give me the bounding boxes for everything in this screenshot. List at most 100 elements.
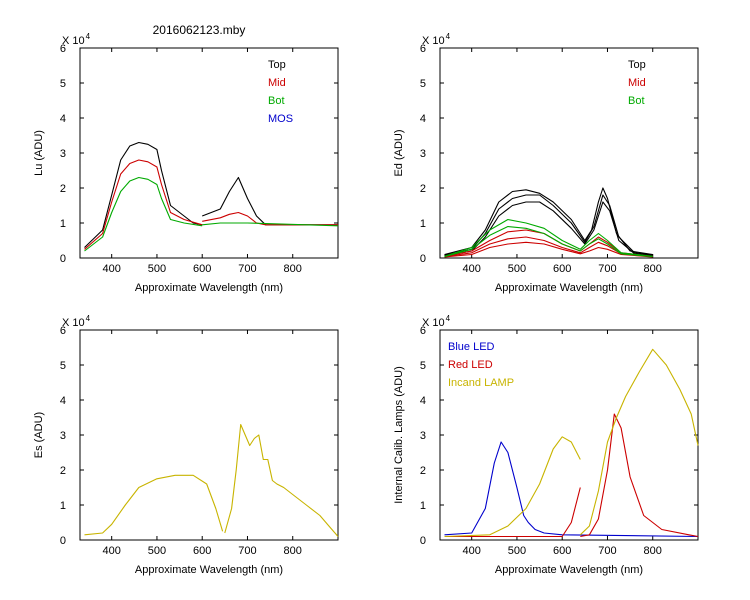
series-line-top <box>202 176 338 226</box>
scale-label: X 104 <box>422 32 451 47</box>
legend-entry: Bot <box>628 95 645 107</box>
series-line-es <box>224 423 339 537</box>
y-tick-label: 1 <box>60 218 66 230</box>
x-tick-label: 600 <box>553 545 571 557</box>
x-tick-label: 800 <box>644 263 662 275</box>
y-tick-label: 3 <box>60 148 66 160</box>
series-line-mid <box>202 211 338 226</box>
y-tick-label: 0 <box>60 253 66 265</box>
y-axis-label: Internal Calib. Lamps (ADU) <box>393 366 405 504</box>
scale-base: X 10 <box>422 317 445 329</box>
y-tick-label: 0 <box>420 253 426 265</box>
y-tick-label: 2 <box>60 465 66 477</box>
x-tick-label: 600 <box>193 545 211 557</box>
series-line-bot <box>444 225 653 258</box>
x-tick-label: 400 <box>463 263 481 275</box>
x-tick-label: 600 <box>193 263 211 275</box>
y-tick-label: 1 <box>420 218 426 230</box>
series-line-mid <box>444 236 653 258</box>
scale-base: X 10 <box>422 35 445 47</box>
x-tick-label: 500 <box>508 545 526 557</box>
series-line-bot <box>444 218 653 257</box>
x-tick-label: 700 <box>598 545 616 557</box>
legend-entry: Incand LAMP <box>448 377 514 389</box>
x-tick-label: 400 <box>463 545 481 557</box>
series-line-bot <box>84 176 203 252</box>
figure-title: 2016062123.mby <box>153 23 246 37</box>
plot-frame <box>79 329 339 541</box>
y-tick-label: 2 <box>420 183 426 195</box>
x-axis-label: Approximate Wavelength (nm) <box>495 282 643 294</box>
x-tick-label: 800 <box>284 545 302 557</box>
series-line-es <box>84 474 224 536</box>
x-tick-label: 800 <box>284 263 302 275</box>
y-tick-label: 3 <box>420 148 426 160</box>
y-tick-label: 5 <box>60 360 66 372</box>
x-tick-label: 500 <box>148 545 166 557</box>
y-tick-label: 6 <box>60 43 66 55</box>
y-tick-label: 1 <box>60 500 66 512</box>
scale-exponent: 4 <box>86 32 91 41</box>
y-tick-label: 6 <box>420 325 426 337</box>
y-tick-label: 2 <box>60 183 66 195</box>
legend-entry: Bot <box>268 95 285 107</box>
scale-exponent: 4 <box>446 32 451 41</box>
x-tick-label: 700 <box>238 545 256 557</box>
series-line-top <box>444 194 653 256</box>
x-tick-label: 400 <box>103 263 121 275</box>
y-tick-label: 5 <box>420 360 426 372</box>
y-axis-label: Lu (ADU) <box>33 130 45 176</box>
legend-entry: Blue LED <box>448 341 495 353</box>
scale-base: X 10 <box>62 35 85 47</box>
series-line-incand-lamp <box>444 436 581 538</box>
plot-frame <box>79 47 339 259</box>
legend-entry: Top <box>268 59 286 71</box>
scale-label: X 104 <box>62 314 91 329</box>
x-tick-label: 400 <box>103 545 121 557</box>
legend-entry: Mid <box>628 77 646 89</box>
y-tick-label: 6 <box>420 43 426 55</box>
y-tick-label: 5 <box>60 78 66 90</box>
scale-exponent: 4 <box>446 314 451 323</box>
x-tick-label: 500 <box>148 263 166 275</box>
series-line-top <box>84 141 203 248</box>
series-line-incand-lamp <box>579 348 699 536</box>
series-line-top <box>444 201 653 257</box>
x-tick-label: 700 <box>598 263 616 275</box>
series-line-mid <box>84 159 203 250</box>
y-tick-label: 4 <box>420 395 426 407</box>
legend-entry: Top <box>628 59 646 71</box>
y-tick-label: 2 <box>420 465 426 477</box>
scale-exponent: 4 <box>86 314 91 323</box>
x-axis-label: Approximate Wavelength (nm) <box>135 564 283 576</box>
y-tick-label: 1 <box>420 500 426 512</box>
scale-label: X 104 <box>422 314 451 329</box>
x-tick-label: 800 <box>644 545 662 557</box>
y-axis-label: Ed (ADU) <box>393 129 405 176</box>
y-tick-label: 4 <box>60 395 66 407</box>
y-tick-label: 3 <box>60 430 66 442</box>
y-tick-label: 4 <box>420 113 426 125</box>
series-line-bot <box>202 222 339 227</box>
legend-entry: Red LED <box>448 359 493 371</box>
x-tick-label: 500 <box>508 263 526 275</box>
series-line-mid <box>444 241 653 258</box>
x-tick-label: 700 <box>238 263 256 275</box>
series-line-red-led <box>444 487 581 538</box>
y-axis-label: Es (ADU) <box>33 412 45 458</box>
x-axis-label: Approximate Wavelength (nm) <box>495 564 643 576</box>
y-tick-label: 0 <box>420 535 426 547</box>
legend-entry: Mid <box>268 77 286 89</box>
x-tick-label: 600 <box>553 263 571 275</box>
y-tick-label: 3 <box>420 430 426 442</box>
y-tick-label: 5 <box>420 78 426 90</box>
series-line-red-led <box>580 413 699 538</box>
y-tick-label: 4 <box>60 113 66 125</box>
legend-entry: MOS <box>268 113 293 125</box>
scale-base: X 10 <box>62 317 85 329</box>
